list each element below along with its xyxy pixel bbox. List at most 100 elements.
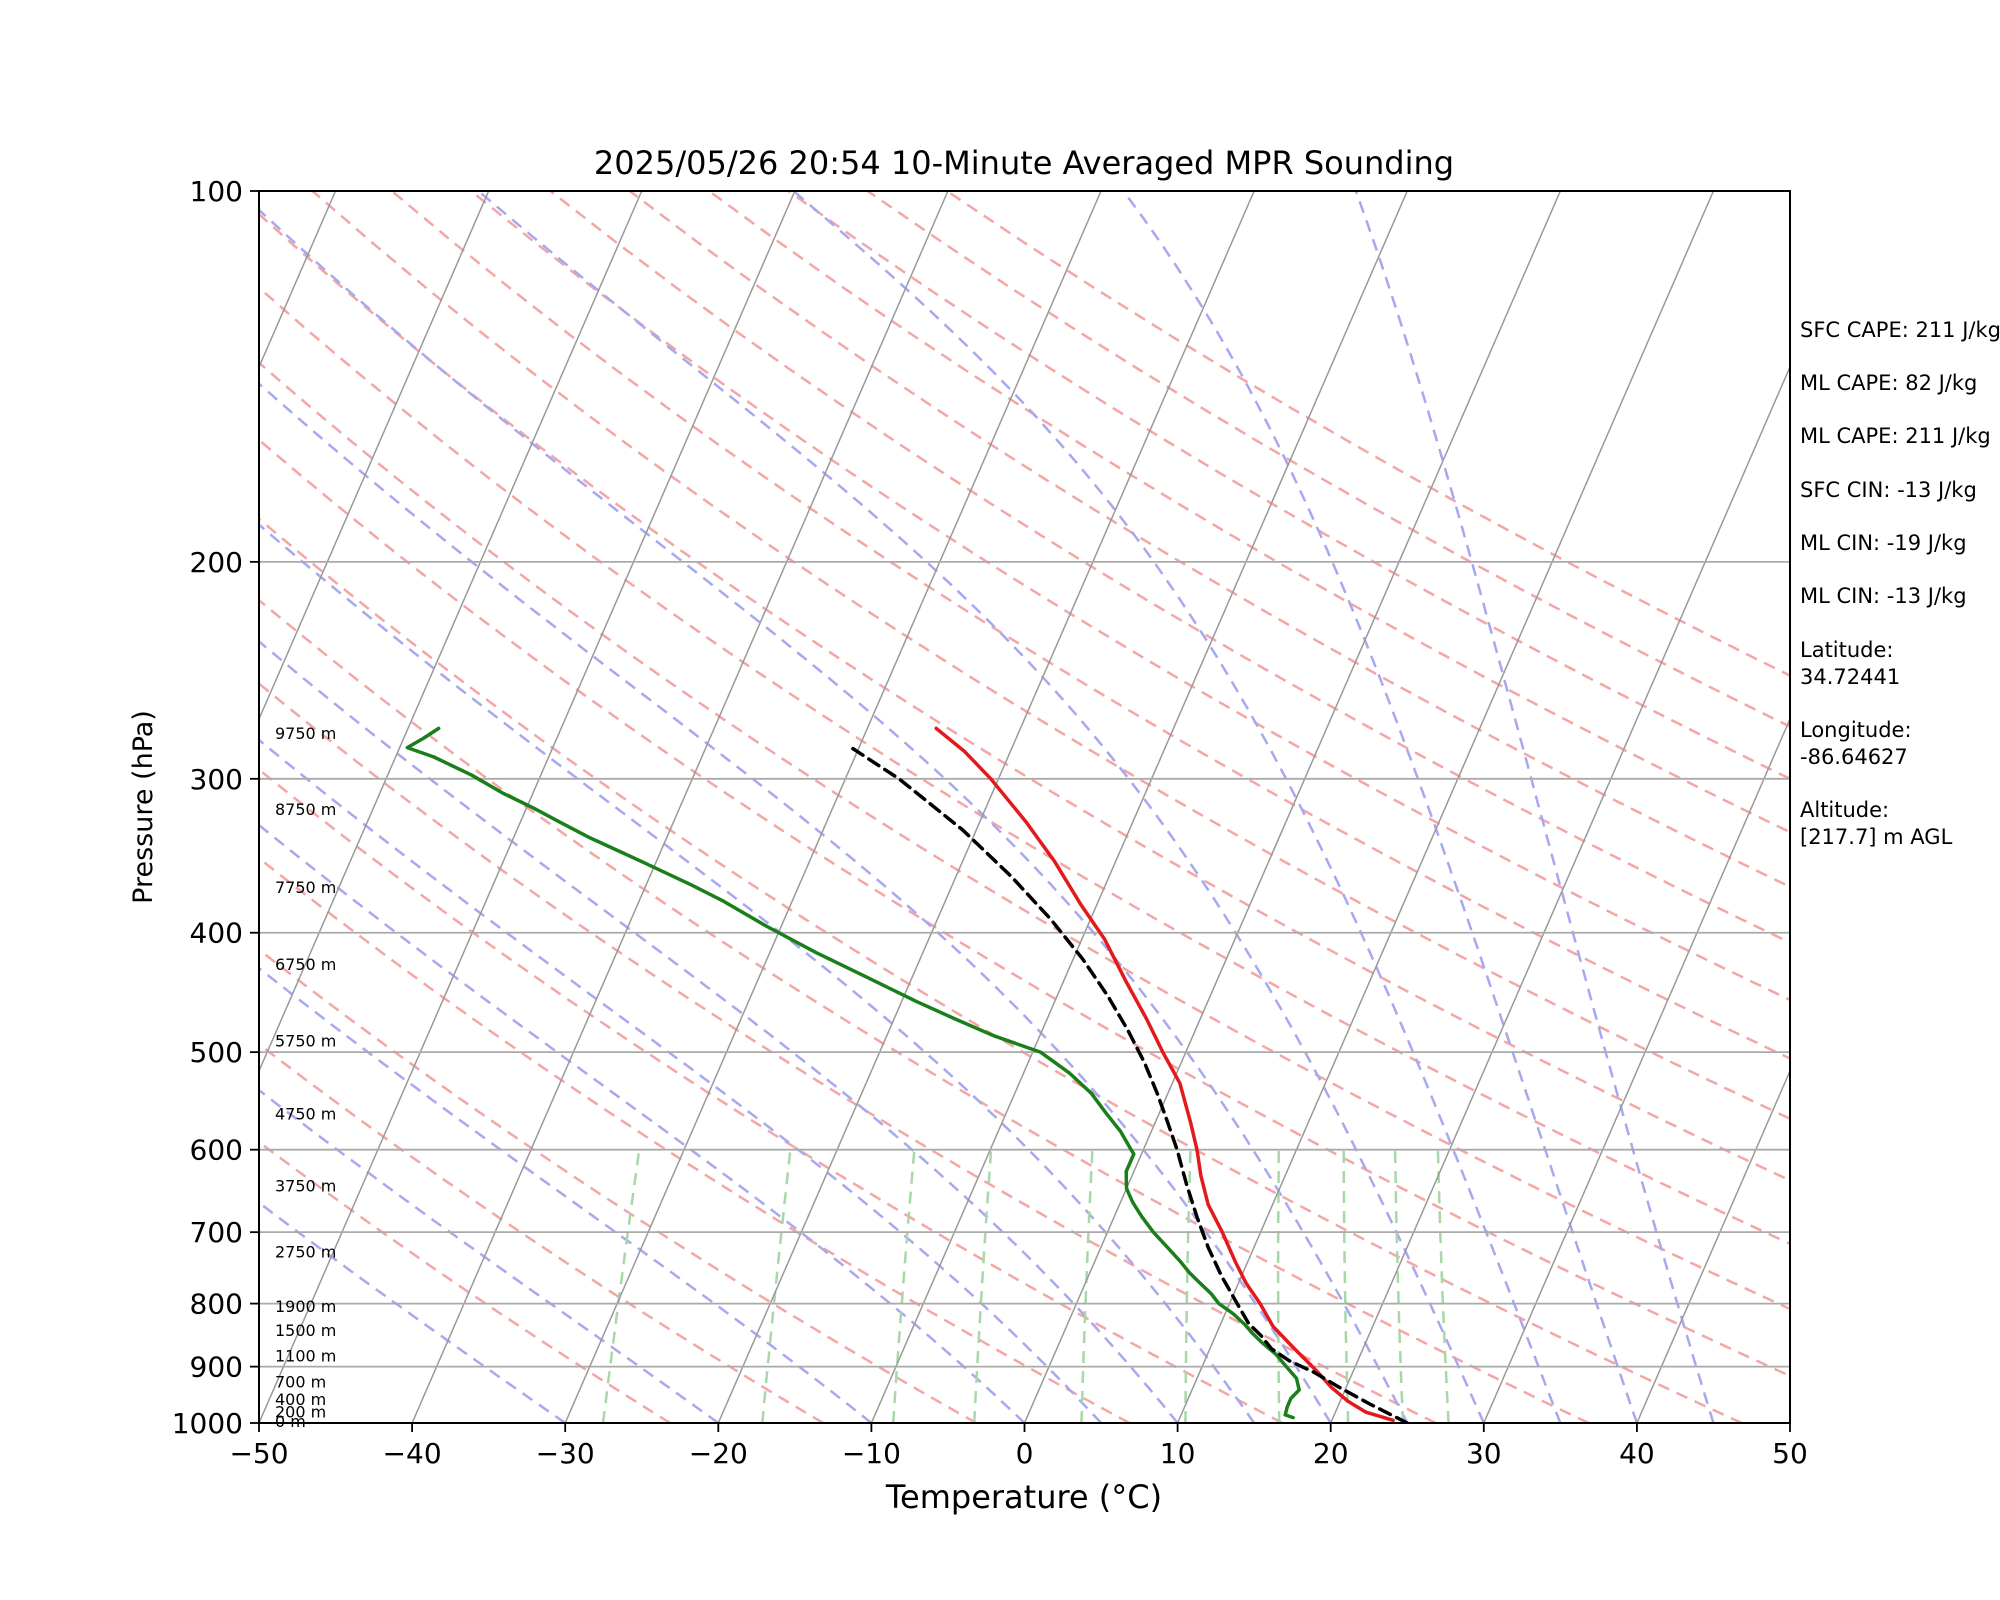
dry-adiabat-line — [866, 191, 1790, 728]
height-label: 0 m — [275, 1412, 306, 1431]
altitude-label: Altitude: — [1800, 798, 1889, 822]
isotherm-line — [1023, 191, 1562, 1423]
moist-adiabat-line — [1354, 191, 1715, 1423]
data-series — [405, 726, 1410, 1423]
mixing-ratio-line — [601, 1149, 641, 1423]
plot-frame — [258, 190, 1791, 1424]
annotation-sfc-cin: SFC CIN: -13 J/kg — [1800, 478, 1977, 502]
dry-adiabat-line — [259, 361, 1790, 1311]
height-label: 200 m — [275, 1403, 326, 1422]
isobar-gridlines — [259, 191, 1790, 1423]
dry-adiabat-line — [259, 948, 977, 1423]
moist-adiabat-line — [259, 381, 1332, 1423]
isotherm-line — [259, 191, 490, 721]
isotherm-line — [717, 191, 1255, 1423]
isotherm-line — [564, 191, 1102, 1423]
height-label: 1100 m — [275, 1346, 336, 1365]
background-lines — [0, 191, 1790, 1423]
isotherm-line — [870, 191, 1408, 1423]
height-label: 400 m — [275, 1390, 326, 1409]
y-tick-label: 100 — [190, 175, 243, 208]
altitude-value: [217.7] m AGL — [1800, 825, 1953, 849]
isotherm-line — [411, 191, 949, 1423]
x-tick-label: −20 — [689, 1437, 748, 1470]
dry-adiabat-line — [259, 856, 1130, 1423]
y-tick-label: 400 — [190, 917, 243, 950]
height-label: 8750 m — [275, 800, 336, 819]
moist-adiabat-line — [477, 191, 1485, 1423]
moist-adiabat-line — [1122, 191, 1639, 1423]
dry-adiabat-line — [259, 1140, 671, 1423]
dry-adiabat-line — [259, 286, 1790, 1246]
height-label: 4750 m — [275, 1105, 336, 1124]
annotation-ml-cape-211: ML CAPE: 211 J/kg — [1800, 424, 1991, 448]
x-tick-label: −30 — [536, 1437, 595, 1470]
isotherm-line — [259, 191, 796, 1423]
x-axis-ticks: −50 −40 −30 −20 −10 0 10 20 30 40 50 — [229, 1423, 1808, 1470]
height-label: 7750 m — [275, 878, 336, 897]
mixing-ratio-line — [1393, 1149, 1405, 1423]
x-tick-label: −10 — [842, 1437, 901, 1470]
dry-adiabat-line — [708, 191, 1790, 834]
moist-adiabat-line — [259, 208, 1409, 1423]
mixing-ratio-line — [1436, 1149, 1450, 1423]
latitude-value: 34.72441 — [1800, 665, 1900, 689]
moist-adiabat-line — [259, 523, 1256, 1423]
dry-adiabat-line — [259, 438, 1790, 1378]
x-tick-label: 0 — [1016, 1437, 1034, 1470]
annotation-ml-cin-13: ML CIN: -13 J/kg — [1800, 584, 1967, 608]
y-tick-label: 1000 — [172, 1407, 243, 1440]
y-tick-label: 200 — [190, 546, 243, 579]
y-tick-label: 900 — [190, 1351, 243, 1384]
annotation-sfc-cape: SFC CAPE: 211 J/kg — [1800, 318, 2000, 342]
dry-adiabat-line — [549, 191, 1790, 944]
parcel-profile-line — [849, 745, 1410, 1423]
height-label: 2750 m — [275, 1242, 336, 1261]
latitude-label: Latitude: — [1800, 638, 1894, 662]
moist-adiabat-line — [792, 191, 1562, 1423]
dewpoint-profile-line — [405, 726, 1301, 1420]
y-tick-label: 600 — [190, 1134, 243, 1167]
dry-adiabat-line — [470, 191, 1790, 1002]
height-label: 1500 m — [275, 1321, 336, 1340]
isotherm-line — [1483, 717, 1790, 1423]
y-tick-label: 500 — [190, 1036, 243, 1069]
chart-title: 2025/05/26 20:54 10-Minute Averaged MPR … — [594, 144, 1454, 182]
x-axis-label: Temperature (°C) — [885, 1478, 1162, 1516]
x-tick-label: 10 — [1160, 1437, 1196, 1470]
x-tick-label: −40 — [383, 1437, 442, 1470]
x-tick-label: 40 — [1619, 1437, 1655, 1470]
annotation-ml-cape-82: ML CAPE: 82 J/kg — [1800, 371, 1977, 395]
dry-adiabat-line — [259, 767, 1284, 1423]
dry-adiabat-line — [628, 191, 1790, 889]
height-label: 9750 m — [275, 724, 336, 743]
y-tick-label: 700 — [190, 1216, 243, 1249]
moist-adiabat-line — [259, 738, 1103, 1423]
y-axis-label: Pressure (hPa) — [128, 710, 159, 904]
isotherm-line — [1176, 191, 1715, 1423]
annotation-ml-cin-19: ML CIN: -19 J/kg — [1800, 531, 1967, 555]
isotherm-line — [0, 191, 29, 1423]
dry-adiabat-line — [390, 191, 1790, 1060]
mixing-ratio-line — [972, 1149, 993, 1423]
moist-adiabat-line — [259, 966, 873, 1423]
mixing-ratio-line — [1342, 1149, 1350, 1423]
y-tick-label: 800 — [190, 1288, 243, 1321]
y-axis-ticks: 1000 900 800 700 600 500 400 300 200 100 — [172, 175, 259, 1440]
longitude-value: -86.64627 — [1800, 745, 1908, 769]
isotherm-line — [1330, 365, 1790, 1423]
dry-adiabat-line — [311, 191, 1790, 1121]
temperature-profile-line — [934, 726, 1395, 1423]
moist-adiabat-line — [259, 1201, 566, 1423]
y-tick-label: 300 — [190, 763, 243, 796]
mixing-ratio-line — [761, 1149, 792, 1423]
height-label: 700 m — [275, 1372, 326, 1391]
dry-adiabat-line — [259, 517, 1743, 1423]
dry-adiabat-line — [259, 212, 1790, 1182]
annotation-panel: SFC CAPE: 211 J/kg ML CAPE: 82 J/kg ML C… — [1800, 318, 2000, 849]
height-label: 5750 m — [275, 1031, 336, 1050]
dry-adiabat-line — [259, 682, 1437, 1423]
dry-adiabat-line — [259, 1042, 824, 1423]
